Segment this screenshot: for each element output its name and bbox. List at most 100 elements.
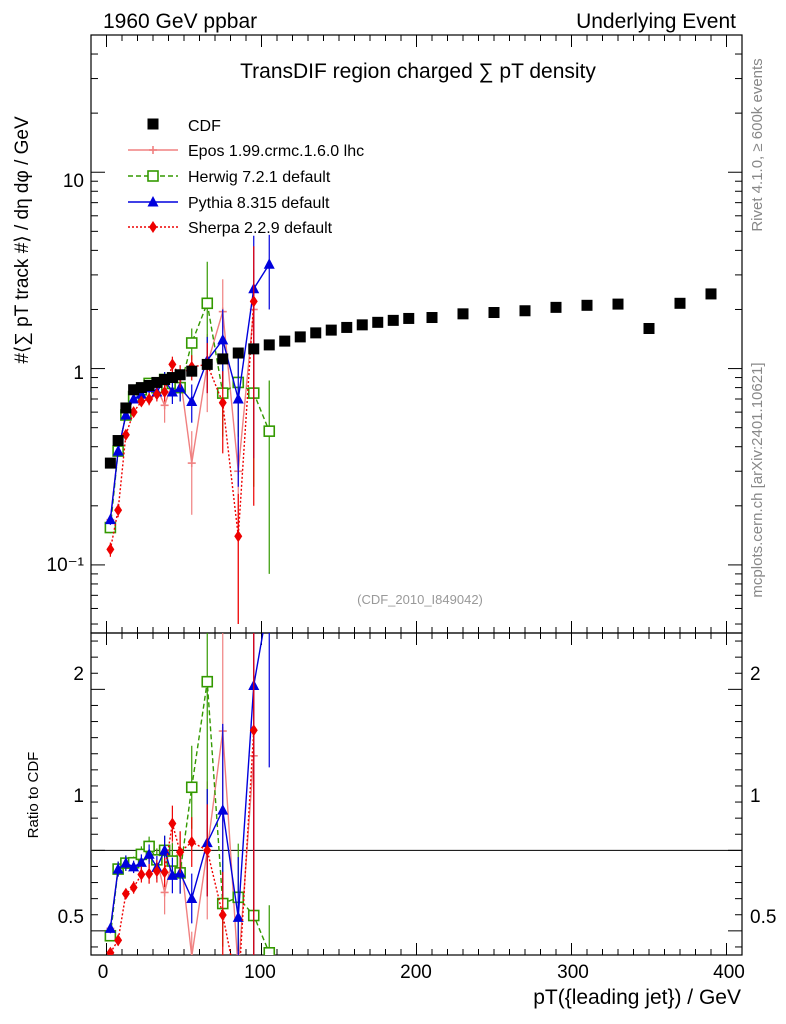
- cdf-point: [519, 305, 531, 317]
- y-tick-label-0.1: 10⁻¹: [47, 555, 85, 576]
- cdf-point: [120, 402, 132, 414]
- herwig-point: [201, 297, 214, 310]
- y-tick-label-10: 10: [63, 171, 84, 192]
- chart-title: TransDIF region charged ∑ pT density: [240, 60, 596, 83]
- sherpa-ratio-point: [114, 934, 123, 947]
- sherpa-ratio-point: [106, 946, 115, 955]
- cdf-point: [159, 373, 171, 385]
- analysis-id: (CDF_2010_I849042): [357, 592, 483, 607]
- pythia-ratio-point: [135, 856, 147, 867]
- epos-ratio-point: [160, 888, 169, 897]
- pythia-ratio-point: [159, 844, 171, 855]
- pythia-point: [120, 409, 132, 420]
- pythia-ratio-point: [143, 848, 155, 859]
- ratio-tick-label-1-right: 1: [750, 786, 761, 807]
- ratio-frame: [90, 632, 743, 956]
- sherpa-ratio-point: [152, 865, 161, 878]
- pythia-ratio-point: [232, 911, 244, 922]
- pythia-ratio-point: [128, 860, 140, 872]
- y-axis-label: #⟨∑ pT track #⟩ / dη dφ / GeV: [12, 116, 33, 364]
- pythia-ratio-point: [120, 857, 132, 868]
- data-marks: [104, 118, 717, 999]
- sherpa-ratio-point: [160, 866, 169, 879]
- herwig-ratio-point: [201, 675, 214, 688]
- cdf-point: [294, 331, 306, 343]
- cdf-point: [166, 372, 178, 384]
- sherpa-ratio-point: [203, 844, 212, 857]
- cdf-point: [612, 298, 624, 310]
- cdf-point: [457, 308, 469, 320]
- x-tick-label-100: 100: [244, 962, 276, 983]
- x-tick-label-200: 200: [400, 962, 432, 983]
- sherpa-point: [160, 385, 169, 398]
- sherpa-point: [106, 543, 115, 556]
- main-panel: [104, 234, 717, 625]
- pythia-point: [112, 445, 124, 456]
- mcplots-label: mcplots.cern.ch [arXiv:2401.10621]: [749, 362, 766, 597]
- legend-label-sherpa: Sherpa 2.2.9 default: [188, 220, 333, 237]
- x-tick-label-0: 0: [98, 962, 109, 983]
- sherpa-ratio-point: [145, 867, 154, 880]
- legend-marker-pythia: [147, 196, 159, 207]
- ratio-tick-labels: 0.5 1 2 0.5 1 2: [58, 664, 777, 928]
- legend-marker-epos: [149, 146, 157, 154]
- cdf-point: [705, 288, 717, 300]
- ratio-tick-label-1-left: 1: [73, 786, 84, 807]
- x-axis-label: pT({leading jet}) / GeV: [533, 986, 741, 1009]
- sherpa-point: [114, 504, 123, 517]
- ratio-tick-label-0.5-right: 0.5: [750, 907, 776, 928]
- cdf-point: [341, 321, 353, 333]
- pythia-point: [263, 258, 275, 269]
- legend-label-pythia: Pythia 8.315 default: [188, 195, 330, 212]
- pythia-point: [186, 395, 198, 406]
- cdf-point: [232, 347, 244, 359]
- y-tick-label-1: 1: [73, 363, 84, 384]
- epos-ratio-point: [234, 967, 242, 975]
- sherpa-point: [137, 395, 146, 408]
- cdf-point: [128, 384, 140, 396]
- header-right: Underlying Event: [576, 10, 736, 33]
- cdf-point: [151, 376, 163, 388]
- herwig-point: [263, 425, 276, 437]
- cdf-point: [135, 382, 147, 394]
- pythia-point: [217, 333, 229, 345]
- axes-frames: [90, 34, 743, 956]
- cdf-point: [217, 353, 229, 365]
- sherpa-ratio-point: [234, 987, 242, 999]
- sherpa-ratio-point: [187, 836, 196, 849]
- sherpa-ratio-point: [129, 881, 138, 894]
- pythia-point: [128, 392, 140, 404]
- sherpa-point: [129, 406, 138, 419]
- ratio-tick-label-0.5-left: 0.5: [58, 907, 84, 928]
- legend-label-epos: Epos 1.99.crmc.1.6.0 lhc: [188, 143, 364, 160]
- sherpa-point: [234, 530, 243, 543]
- ratio-tick-label-2-right: 2: [750, 664, 761, 685]
- legend-label-herwig: Herwig 7.2.1 default: [188, 169, 331, 186]
- rivet-label: Rivet 4.1.0, ≥ 600k events: [749, 58, 766, 231]
- herwig-ratio-point: [185, 781, 198, 794]
- cdf-point: [143, 379, 155, 391]
- ratio-panel: [104, 633, 276, 999]
- header-left: 1960 GeV ppbar: [103, 10, 257, 33]
- epos-point: [160, 401, 169, 410]
- legend-label-cdf: CDF: [188, 118, 221, 135]
- pythia-ratio-point: [186, 892, 198, 903]
- x-tick-label-300: 300: [557, 962, 589, 983]
- cdf-point: [387, 314, 399, 326]
- pythia-point: [104, 513, 116, 525]
- herwig-point: [185, 337, 198, 349]
- x-tick-labels: 0 100 200 300 400: [98, 962, 745, 983]
- epos-point: [187, 459, 196, 468]
- legend-marker-herwig: [147, 170, 159, 182]
- pythia-point: [135, 388, 147, 399]
- cdf-point: [310, 327, 322, 339]
- cdf-point: [674, 297, 686, 309]
- sherpa-ratio-point: [218, 909, 227, 922]
- pythia-ratio-point: [217, 804, 229, 815]
- sherpa-point: [249, 295, 258, 308]
- legend: CDF Epos 1.99.crmc.1.6.0 lhc Herwig 7.2.…: [188, 118, 364, 237]
- legend-marker-sherpa: [149, 221, 157, 233]
- cdf-point: [426, 312, 438, 324]
- cdf-point: [248, 343, 260, 355]
